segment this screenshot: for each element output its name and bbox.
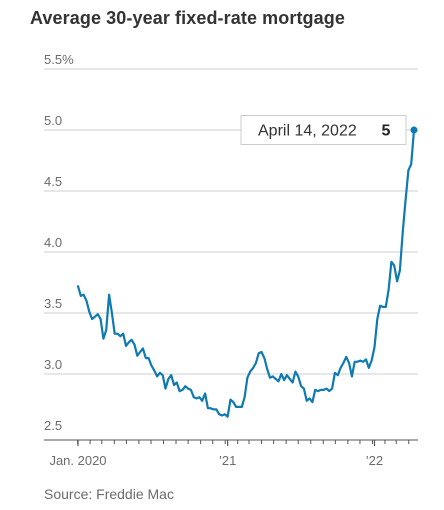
series-line <box>76 128 416 418</box>
y-axis-ticks: 5.5% 5.0 4.5 4.0 3.5 3.0 2.5 <box>44 52 74 433</box>
callout-value: 5 <box>382 123 391 140</box>
x-tick-label: ’21 <box>219 453 236 468</box>
x-tick-label: Jan. 2020 <box>49 453 106 468</box>
y-tick-label: 5.0 <box>44 113 62 128</box>
y-tick-label: 4.5 <box>44 174 62 189</box>
callout-box <box>240 115 407 145</box>
highlight-point <box>410 126 418 134</box>
y-tick-label: 4.0 <box>44 235 62 250</box>
y-tick-label: 2.5 <box>44 418 62 433</box>
series-layer <box>76 128 416 418</box>
annotation-callout: April 14, 2022 5 <box>240 115 418 145</box>
y-tick-label: 3.0 <box>44 357 62 372</box>
y-tick-label: 3.5 <box>44 296 62 311</box>
x-axis: Jan. 2020 ’21 ’22 <box>44 439 418 468</box>
y-tick-label: 5.5% <box>44 52 74 67</box>
gridlines <box>44 68 418 375</box>
x-tick-label: ’22 <box>366 453 383 468</box>
chart-title: Average 30-year fixed-rate mortgage <box>30 8 345 28</box>
source-note: Source: Freddie Mac <box>44 486 174 502</box>
callout-date: April 14, 2022 <box>258 123 357 140</box>
